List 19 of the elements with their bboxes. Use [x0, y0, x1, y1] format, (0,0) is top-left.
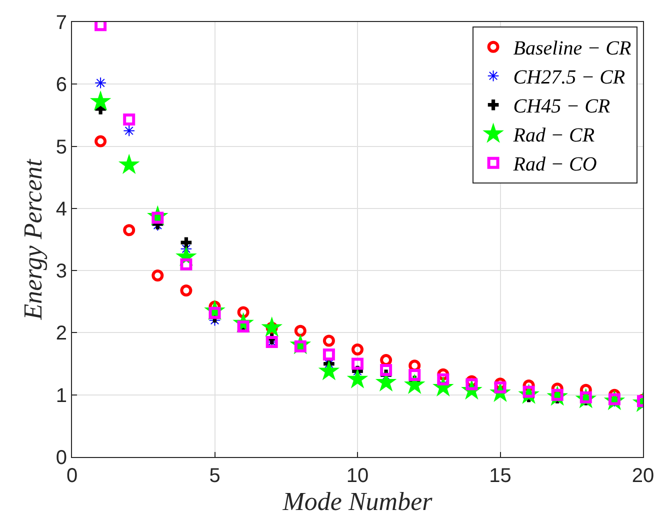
legend-label: CH27.5 − CR	[513, 66, 626, 89]
y-tick-label: 1	[56, 384, 67, 407]
x-tick-label: 15	[489, 465, 512, 487]
y-tick-label: 4	[56, 198, 67, 220]
y-tick-label: 2	[56, 322, 67, 345]
y-tick-label: 6	[56, 74, 67, 96]
y-tick-label: 5	[56, 136, 67, 158]
y-tick-label: 0	[56, 447, 67, 469]
legend-label: CH45 − CR	[513, 96, 610, 118]
x-tick-label: 10	[346, 465, 369, 487]
legend-label: Rad − CO	[512, 154, 597, 176]
x-tick-label: 20	[632, 465, 654, 487]
y-tick-label: 3	[56, 260, 67, 283]
y-tick-label: 7	[56, 12, 67, 34]
legend-label: Baseline − CR	[513, 38, 632, 60]
y-axis-title: Energy Percent	[18, 158, 48, 321]
x-axis-title: Mode Number	[282, 487, 434, 516]
legend-label: Rad − CR	[512, 124, 595, 147]
x-tick-label: 5	[209, 465, 220, 487]
